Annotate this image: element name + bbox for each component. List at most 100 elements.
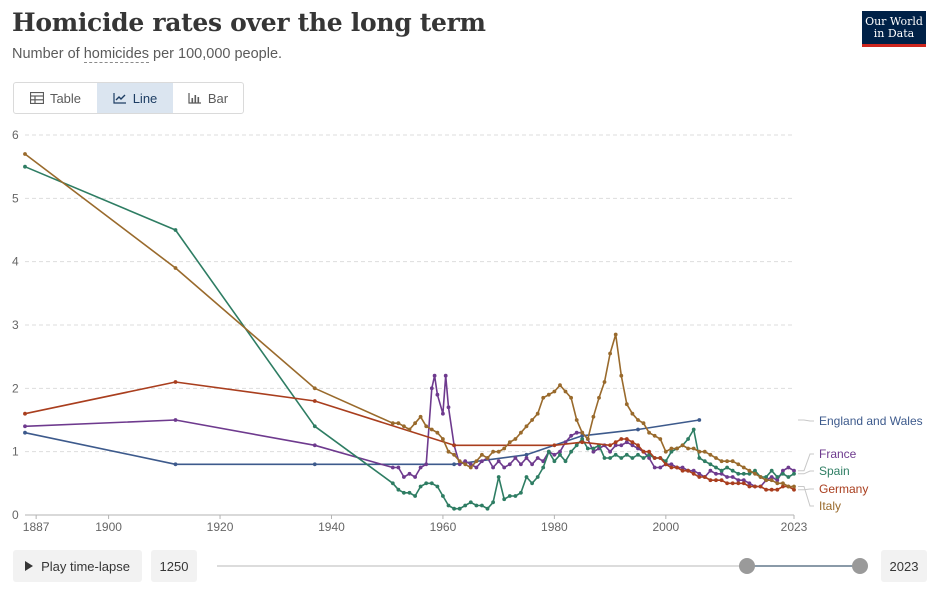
data-point-france-9 (424, 462, 429, 467)
timeline-end-year[interactable]: 2023 (881, 550, 927, 582)
x-tick-label-2023: 2023 (781, 520, 808, 534)
data-point-spain-2 (312, 424, 317, 429)
x-tick-label-1940: 1940 (318, 520, 345, 534)
data-point-germany-15 (658, 456, 663, 460)
data-point-france-1 (173, 418, 178, 422)
data-point-spain-8 (418, 484, 423, 489)
data-point-spain-62 (719, 468, 724, 473)
legend-connector-spain (798, 470, 814, 475)
subtitle-prefix: Number of (12, 46, 84, 62)
data-point-italy-56 (686, 446, 690, 451)
data-point-england-and-wales-6 (636, 427, 640, 432)
tab-bar[interactable]: Bar (173, 83, 243, 113)
data-point-italy-61 (714, 456, 718, 460)
data-point-italy-4 (396, 421, 401, 426)
data-point-france-27 (513, 456, 518, 460)
data-point-france-41 (591, 449, 596, 454)
x-tick-label-1887: 1887 (23, 520, 50, 534)
data-point-france-59 (691, 468, 696, 473)
data-point-italy-65 (736, 462, 741, 467)
line-chart: 0 1 2 3 4 5 6 1887 1900 1920 1940 1960 1980 2000 2023 E… (12, 128, 923, 534)
timeline-start-year[interactable]: 1250 (151, 550, 197, 582)
data-point-germany-22 (697, 475, 702, 479)
data-point-france-8 (418, 465, 423, 470)
tab-table[interactable]: Table (14, 83, 97, 113)
data-point-spain-43 (613, 452, 618, 457)
data-point-italy-38 (585, 437, 590, 441)
data-point-france-21 (480, 459, 484, 464)
data-point-france-51 (647, 456, 651, 460)
data-point-germany-36 (775, 487, 780, 492)
data-point-france-60 (697, 471, 702, 476)
data-point-germany-11 (636, 443, 640, 448)
y-tick-label-1: 1 (12, 445, 19, 459)
data-point-france-17 (457, 462, 462, 467)
data-point-italy-52 (663, 449, 668, 454)
data-point-germany-37 (781, 484, 785, 489)
data-point-spain-45 (624, 452, 629, 457)
data-point-spain-68 (753, 468, 757, 473)
data-point-spain-26 (519, 490, 523, 495)
data-point-italy-35 (569, 395, 573, 400)
tab-line[interactable]: Line (97, 83, 173, 113)
data-point-spain-74 (786, 475, 791, 479)
data-point-italy-51 (658, 437, 663, 441)
data-point-germany-9 (624, 437, 629, 441)
data-point-germany-3 (452, 443, 456, 448)
data-point-france-74 (775, 478, 780, 483)
data-point-france-62 (708, 468, 713, 473)
timeline-track[interactable] (217, 565, 862, 567)
play-timelapse-button[interactable]: Play time-lapse (13, 550, 142, 582)
data-point-italy-50 (652, 433, 657, 438)
data-point-spain-15 (457, 506, 462, 511)
data-point-spain-9 (424, 481, 429, 486)
data-point-italy-6 (407, 427, 412, 432)
data-point-france-29 (524, 456, 529, 460)
data-point-spain-22 (496, 475, 501, 479)
data-point-italy-36 (574, 418, 579, 422)
data-point-spain-61 (714, 465, 718, 470)
data-point-italy-23 (502, 446, 507, 451)
data-point-italy-47 (636, 418, 640, 422)
data-point-spain-59 (702, 459, 707, 464)
data-point-italy-64 (730, 459, 735, 464)
data-point-france-76 (786, 465, 791, 470)
data-point-france-30 (530, 462, 534, 467)
data-point-italy-24 (507, 440, 512, 445)
data-point-germany-34 (764, 487, 768, 492)
data-point-italy-49 (647, 430, 651, 435)
data-point-france-31 (535, 456, 540, 460)
series-spain (23, 164, 796, 511)
data-point-germany-0 (23, 411, 27, 416)
data-point-france-23 (491, 465, 495, 470)
data-point-france-73 (769, 475, 774, 479)
data-point-spain-67 (747, 471, 752, 476)
homicides-term-link[interactable]: homicides (83, 46, 150, 63)
data-point-spain-14 (452, 506, 456, 511)
data-point-germany-29 (736, 481, 741, 486)
data-point-italy-29 (535, 411, 540, 416)
data-point-france-75 (781, 468, 785, 473)
data-point-france-7 (413, 475, 417, 479)
y-tick-label-4: 4 (12, 255, 19, 269)
legend-label-germany: Germany (819, 482, 868, 496)
view-tabs: Table Line Bar (13, 82, 244, 114)
data-point-germany-14 (652, 456, 657, 460)
data-point-italy-58 (697, 449, 702, 454)
timeline-end-handle[interactable] (852, 558, 868, 574)
data-point-italy-5 (402, 424, 406, 429)
data-point-spain-1 (173, 228, 178, 232)
data-point-spain-23 (502, 497, 507, 502)
owid-logo[interactable]: Our World in Data (862, 11, 926, 47)
data-point-italy-26 (519, 430, 523, 435)
data-point-germany-10 (630, 440, 635, 445)
data-point-italy-13 (446, 449, 451, 454)
timeline-start-handle[interactable] (739, 558, 755, 574)
data-point-italy-41 (602, 380, 607, 384)
legend-connector-germany (798, 488, 814, 491)
data-point-italy-30 (541, 395, 546, 400)
data-point-germany-6 (608, 443, 612, 448)
data-point-italy-19 (480, 452, 484, 457)
tab-bar-label: Bar (207, 90, 229, 106)
data-point-france-2 (312, 443, 317, 448)
